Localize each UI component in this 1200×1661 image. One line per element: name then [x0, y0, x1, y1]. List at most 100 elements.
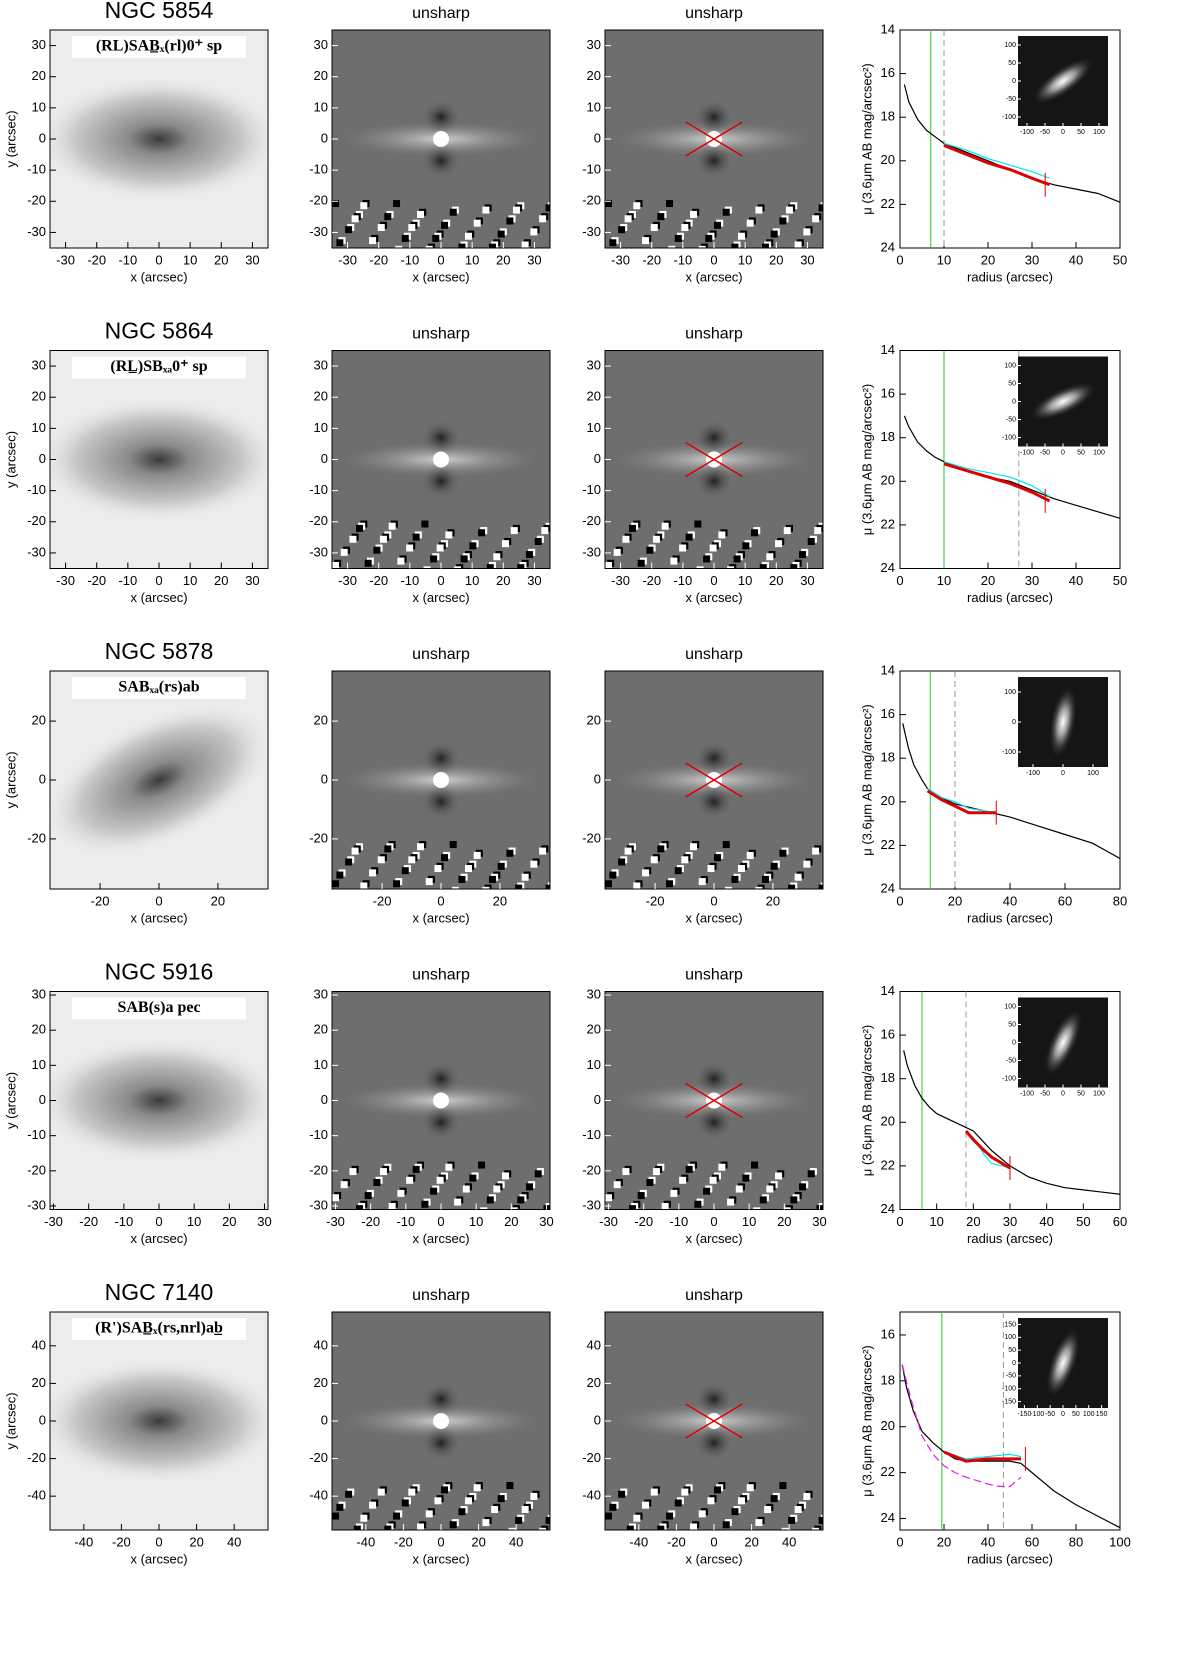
inset-y-tick-label: 50 [1008, 1347, 1016, 1354]
noise [674, 867, 682, 875]
noise [650, 856, 658, 864]
galaxy-name: NGC 5854 [105, 0, 214, 23]
noise [539, 215, 547, 223]
y-tick-label: -20 [582, 513, 601, 528]
noise [746, 851, 754, 859]
y-tick-label: 20 [881, 152, 895, 167]
noise [521, 873, 529, 881]
y-tick-label: 24 [881, 1201, 895, 1216]
x-tick-label: 40 [1003, 893, 1017, 908]
y-tick-label: 20 [314, 68, 328, 83]
y-tick-label: 20 [32, 68, 46, 83]
noise [650, 224, 658, 232]
x-axis-label: x (arcsec) [130, 269, 187, 284]
noise [735, 1185, 743, 1193]
y-tick-label: 18 [881, 1070, 895, 1085]
noise [799, 1183, 807, 1191]
noise [512, 206, 520, 214]
noise [788, 884, 796, 889]
noise [488, 243, 496, 248]
noise [779, 849, 787, 857]
y-tick-label: 20 [314, 1022, 328, 1037]
inset-y-tick-label: 0 [1012, 1039, 1016, 1046]
inset-y-tick-label: -50 [1006, 1373, 1016, 1380]
noise [731, 875, 739, 883]
y-tick-label: 30 [314, 986, 328, 1001]
inset-y-tick-label: 0 [1012, 1360, 1016, 1367]
y-tick-label: -10 [27, 162, 46, 177]
noise [642, 1501, 650, 1509]
profile-line [902, 723, 1121, 860]
inset-y-tick-label: -50 [1006, 96, 1016, 103]
noise [814, 527, 822, 535]
inset-y-tick-label: -100 [1002, 114, 1016, 121]
x-tick-label: -20 [642, 252, 661, 267]
y-tick-label: -10 [309, 482, 328, 497]
dark-lobe [421, 1425, 461, 1461]
noise [742, 1174, 750, 1182]
y-tick-label: 20 [32, 389, 46, 404]
y-tick-label: 22 [881, 516, 895, 531]
noise [464, 865, 472, 873]
noise [803, 228, 811, 236]
y-tick-label: -10 [309, 162, 328, 177]
noise [340, 548, 348, 556]
y-tick-label: 20 [32, 1375, 46, 1390]
noise [412, 533, 420, 541]
y-tick-label: -40 [27, 1488, 46, 1503]
noise [605, 880, 612, 888]
dark-lobe [421, 1381, 461, 1417]
x-axis-label: x (arcsec) [412, 910, 469, 925]
noise [727, 566, 735, 569]
y-tick-label: 20 [881, 793, 895, 808]
noise [790, 1196, 798, 1204]
noise [491, 1506, 499, 1514]
noise [661, 522, 669, 530]
y-tick-label: -30 [309, 1197, 328, 1212]
x-axis-label: x (arcsec) [130, 1231, 187, 1246]
y-tick-label: 10 [32, 420, 46, 435]
x-tick-label: -10 [669, 1214, 688, 1229]
x-axis-label: radius (arcsec) [967, 910, 1053, 925]
noise [393, 200, 401, 208]
x-tick-label: -30 [611, 573, 630, 588]
x-tick-label: 40 [981, 1534, 995, 1549]
noise [613, 1181, 621, 1189]
noise [423, 566, 431, 569]
galaxy-name: NGC 5878 [105, 638, 214, 664]
noise [482, 206, 490, 214]
inset-x-tick-label: 100 [1093, 449, 1105, 456]
dark-lobe [694, 1104, 734, 1140]
inset-x-tick-label: 0 [1061, 129, 1065, 136]
x-tick-label: 10 [738, 252, 752, 267]
image [332, 671, 550, 889]
noise [469, 542, 477, 550]
x-tick-label: -20 [369, 573, 388, 588]
x-tick-label: 0 [710, 1534, 717, 1549]
dark-lobe [421, 784, 461, 820]
dark-lobe [694, 463, 734, 499]
dark-lobe [421, 420, 461, 456]
y-tick-label: -20 [27, 193, 46, 208]
noise [714, 1486, 721, 1494]
noise [746, 219, 754, 227]
x-tick-label: 0 [155, 252, 162, 267]
noise [761, 243, 769, 248]
x-tick-label: 20 [966, 1214, 980, 1229]
galaxy [50, 398, 268, 521]
noise [506, 217, 514, 225]
x-tick-label: 50 [1113, 573, 1127, 588]
noise [666, 880, 674, 888]
image [332, 991, 550, 1210]
nucleus [433, 1092, 449, 1109]
x-tick-label: 30 [1003, 1214, 1017, 1229]
y-tick-label: 30 [587, 986, 601, 1001]
y-tick-label: 24 [881, 880, 895, 895]
x-tick-label: -20 [87, 573, 106, 588]
galaxy-name: NGC 5864 [105, 318, 214, 344]
inset-x-tick-label: 100 [1083, 1411, 1095, 1418]
y-tick-label: -10 [27, 482, 46, 497]
noise [506, 1482, 514, 1490]
noise [432, 234, 440, 242]
